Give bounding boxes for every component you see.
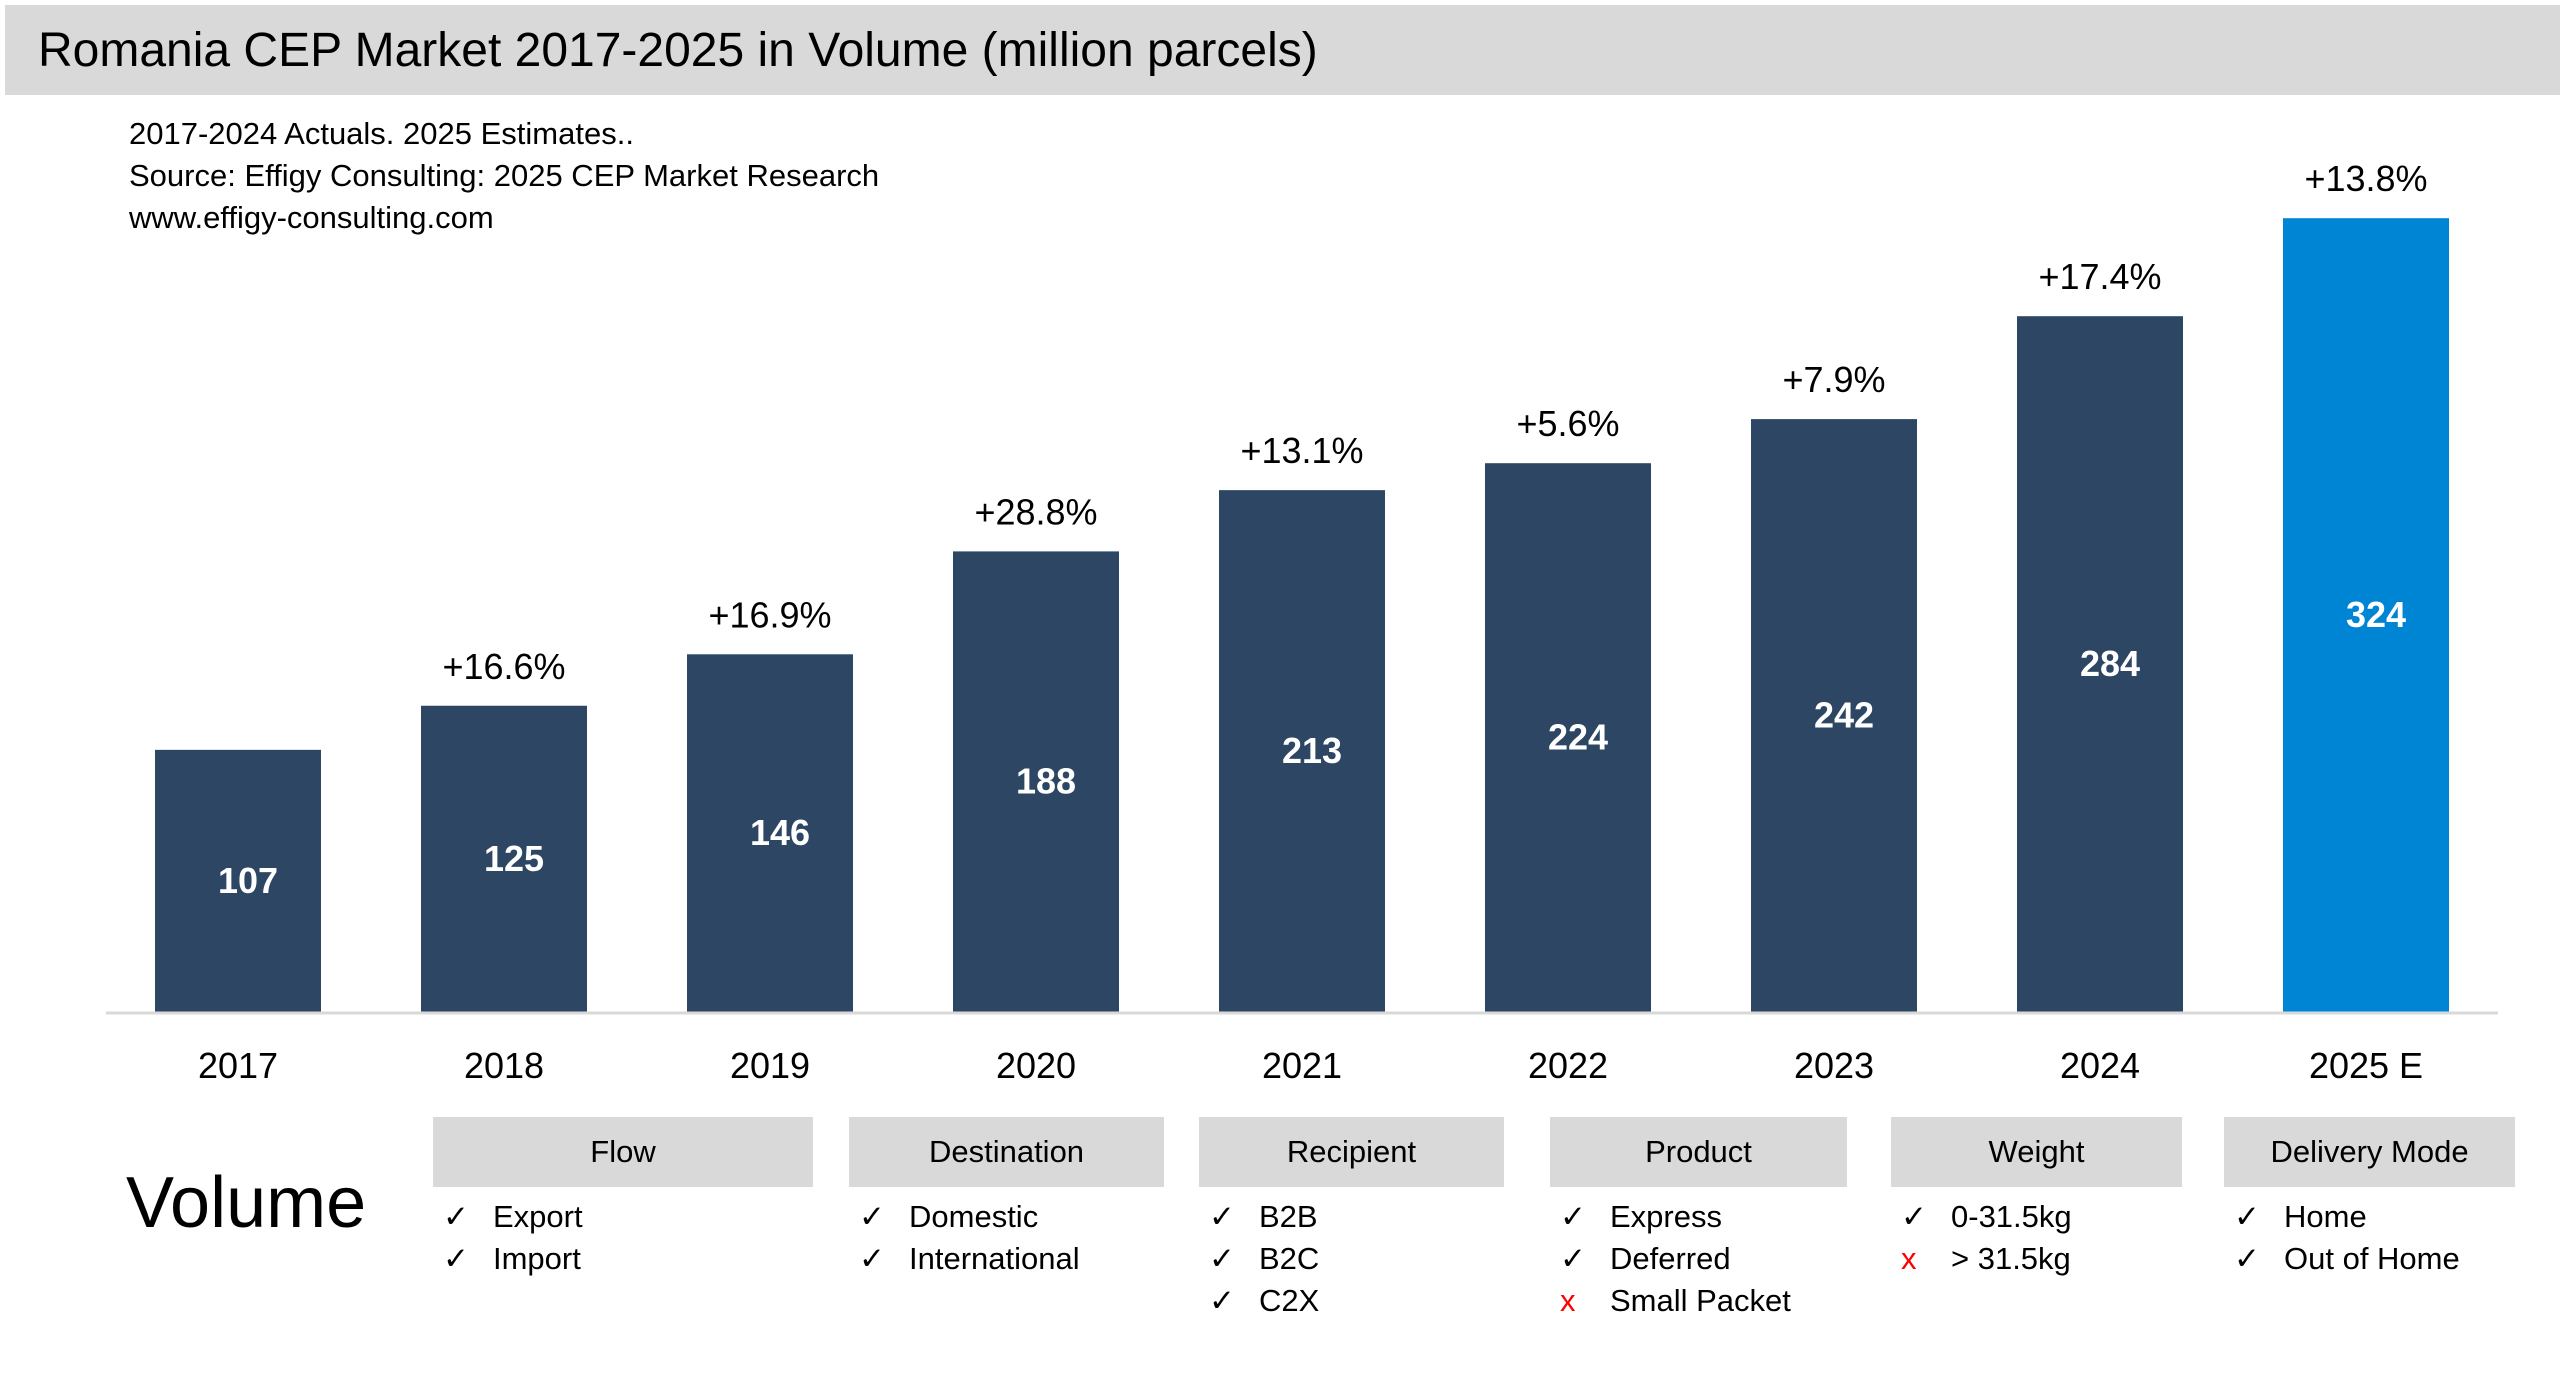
bar-2023 [1751,419,1917,1013]
bar-2018 [421,705,587,1012]
check-icon: ✓ [859,1241,885,1276]
category-header: Delivery Mode [2224,1117,2515,1187]
x-tick-label: 2025 E [2309,1045,2423,1086]
growth-label: +13.8% [2304,158,2427,199]
check-icon: ✓ [443,1241,469,1276]
check-icon: ✓ [1209,1199,1235,1234]
bar-2017 [155,749,321,1012]
growth-label: +13.1% [1240,430,1363,471]
growth-label: +28.8% [974,491,1097,532]
category-item: x Small Packet [1560,1283,1791,1319]
x-tick-label: 2020 [996,1045,1076,1086]
category-header: Weight [1891,1117,2182,1187]
item-label: Home [2284,1199,2367,1234]
growth-label: +16.6% [442,646,565,687]
check-icon: ✓ [1560,1241,1586,1276]
category-item: ✓ Domestic [859,1199,1038,1235]
check-icon: ✓ [1209,1241,1235,1276]
item-label: Import [493,1241,581,1276]
item-label: Express [1610,1199,1722,1234]
category-item: ✓ Out of Home [2234,1241,2460,1277]
value-label: 213 [1282,730,1342,771]
check-icon: ✓ [443,1199,469,1234]
check-icon: ✓ [1901,1199,1927,1234]
bar-2020 [953,551,1119,1012]
category-header: Destination [849,1117,1164,1187]
value-label: 284 [2080,643,2140,684]
item-label: Domestic [909,1199,1039,1234]
value-label: 324 [2346,594,2406,635]
bar-chart: 107 2017 125 +16.6% 2018 146 +16.9% 2019 188 +28.… [106,158,2498,1086]
growth-label: +17.4% [2038,256,2161,297]
category-destination: Destination ✓ Domestic ✓ International [849,1117,1164,1337]
x-tick-label: 2022 [1528,1045,1608,1086]
item-label: C2X [1259,1283,1320,1318]
category-header: Product [1550,1117,1847,1187]
x-tick-label: 2018 [464,1045,544,1086]
category-header: Recipient [1199,1117,1504,1187]
category-product: Product ✓ Express ✓ Deferred x Small Packet [1550,1117,1847,1337]
item-label: Out of Home [2284,1241,2460,1276]
cross-icon: x [1901,1241,1917,1276]
category-item: ✓ 0-31.5kg [1901,1199,2072,1235]
bar-2019 [687,654,853,1012]
volume-label: Volume [126,1163,367,1243]
category-header: Flow [433,1117,813,1187]
category-item: x > 31.5kg [1901,1241,2071,1277]
growth-label: +7.9% [1782,359,1885,400]
note-actuals: 2017-2024 Actuals. 2025 Estimates.. [129,116,634,151]
x-tick-label: 2024 [2060,1045,2140,1086]
x-tick-label: 2021 [1262,1045,1342,1086]
category-recipient: Recipient ✓ B2B ✓ B2C ✓ C2X [1199,1117,1504,1337]
item-label: > 31.5kg [1951,1241,2071,1276]
bar-2021 [1219,490,1385,1012]
bar-2024 [2017,316,2183,1012]
value-label: 188 [1016,761,1076,802]
value-label: 107 [218,860,278,901]
category-delivery-mode: Delivery Mode ✓ Home ✓ Out of Home [2224,1117,2515,1337]
note-source: Source: Effigy Consulting: 2025 CEP Mark… [129,158,880,193]
check-icon: ✓ [1209,1283,1235,1318]
item-label: 0-31.5kg [1951,1199,2072,1234]
category-weight: Weight ✓ 0-31.5kg x > 31.5kg [1891,1117,2182,1337]
item-label: Small Packet [1610,1283,1791,1318]
check-icon: ✓ [2234,1241,2260,1276]
check-icon: ✓ [2234,1199,2260,1234]
category-item: ✓ Import [443,1241,581,1277]
value-label: 224 [1548,717,1608,758]
item-label: B2B [1259,1199,1318,1234]
check-icon: ✓ [1560,1199,1586,1234]
category-item: ✓ International [859,1241,1080,1277]
bar-2022 [1485,463,1651,1012]
category-item: ✓ C2X [1209,1283,1319,1319]
category-item: ✓ Express [1560,1199,1722,1235]
value-label: 146 [750,812,810,853]
growth-label: +16.9% [708,594,831,635]
category-item: ✓ Export [443,1199,583,1235]
item-label: B2C [1259,1241,1320,1276]
check-icon: ✓ [859,1199,885,1234]
x-tick-label: 2019 [730,1045,810,1086]
item-label: Deferred [1610,1241,1731,1276]
category-item: ✓ B2B [1209,1199,1318,1235]
note-website: www.effigy-consulting.com [129,200,494,235]
category-item: ✓ B2C [1209,1241,1319,1277]
bar-2025E [2283,218,2449,1012]
page-title: Romania CEP Market 2017-2025 in Volume (… [38,24,1318,77]
x-tick-label: 2017 [198,1045,278,1086]
cross-icon: x [1560,1283,1576,1318]
category-item: ✓ Deferred [1560,1241,1731,1277]
growth-label: +5.6% [1516,403,1619,444]
category-item: ✓ Home [2234,1199,2367,1235]
item-label: International [909,1241,1080,1276]
value-label: 125 [484,838,544,879]
item-label: Export [493,1199,583,1234]
value-label: 242 [1814,695,1874,736]
category-flow: Flow ✓ Export ✓ Import [433,1117,813,1337]
title-bar: Romania CEP Market 2017-2025 in Volume (… [5,5,2560,95]
x-tick-label: 2023 [1794,1045,1874,1086]
